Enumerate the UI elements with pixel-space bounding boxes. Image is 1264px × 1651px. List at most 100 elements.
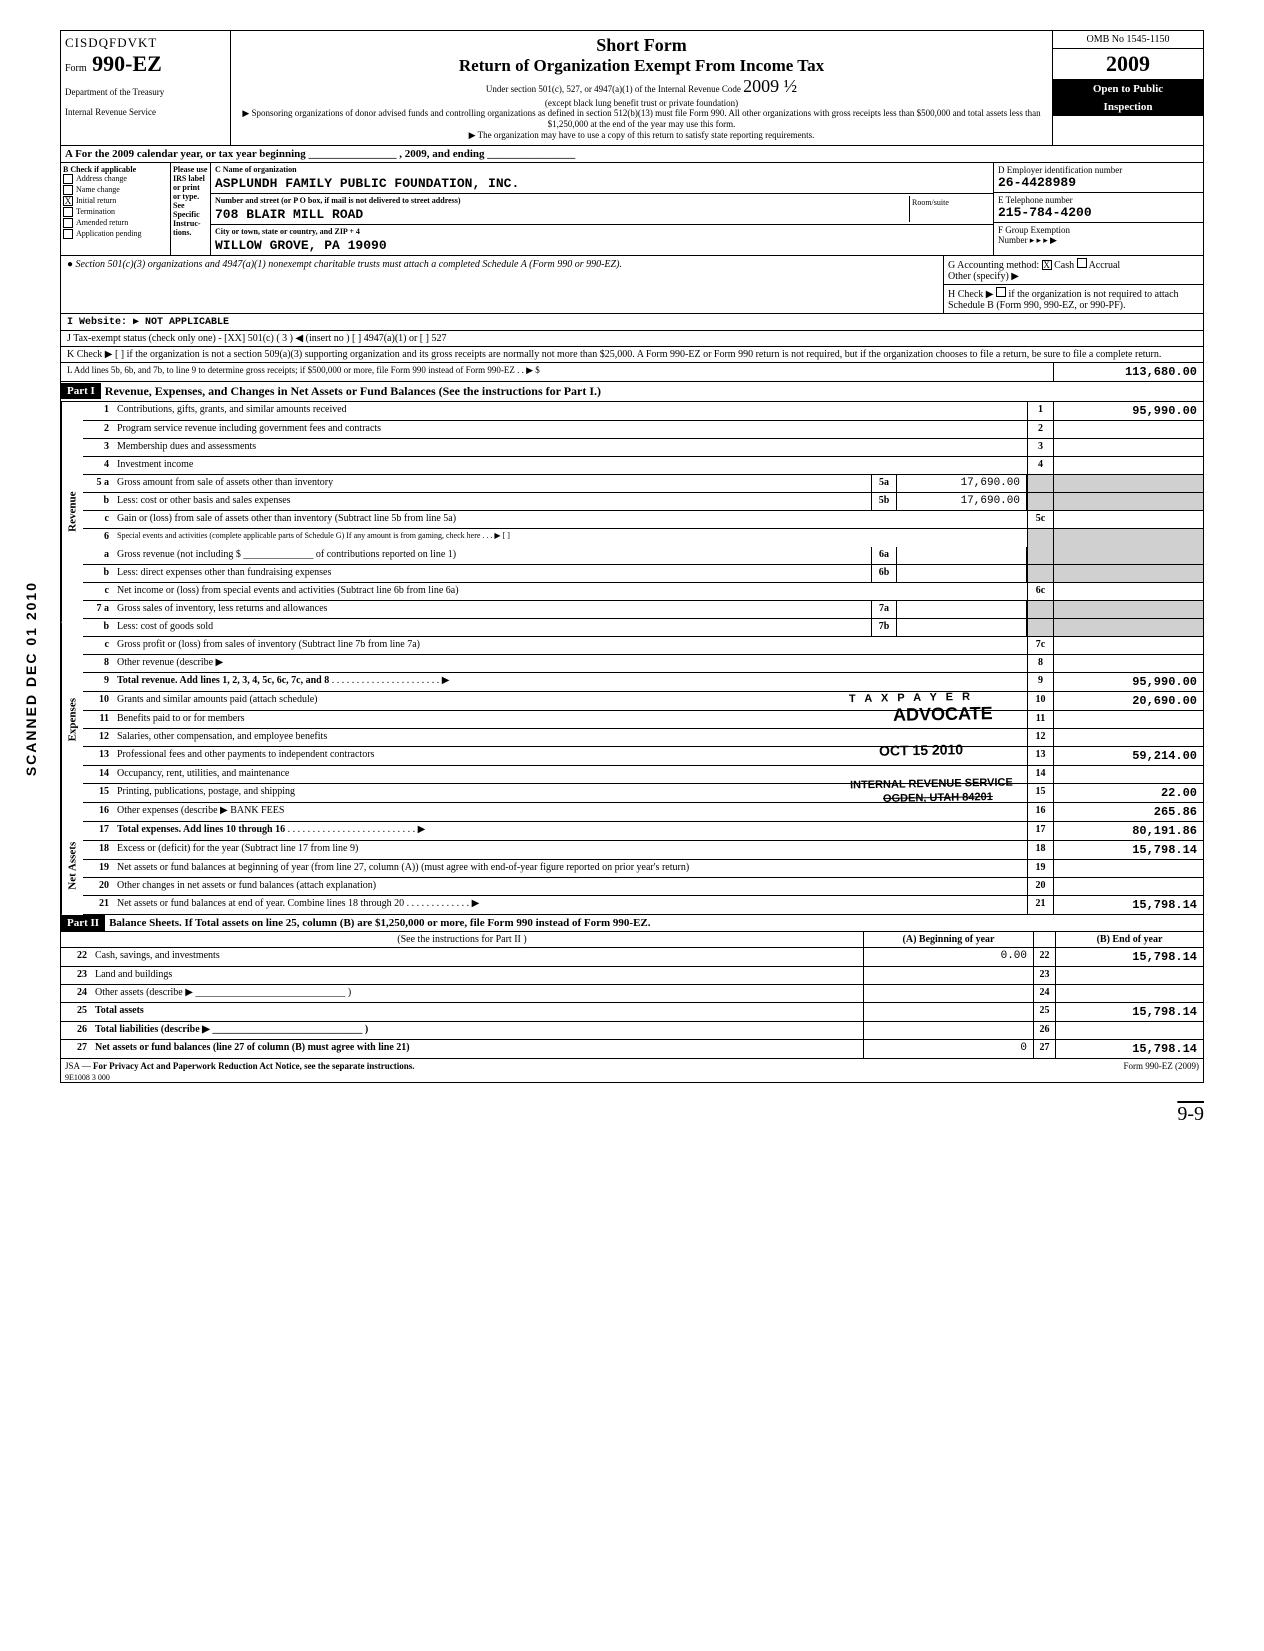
line-10: 10Grants and similar amounts paid (attac… (83, 692, 1203, 711)
vlabel-expenses: Expenses (61, 622, 83, 817)
col-de: D Employer identification number 26-4428… (993, 163, 1203, 255)
l21-desc: Net assets or fund balances at end of ye… (117, 898, 404, 909)
l8-amt (1053, 655, 1203, 672)
l9-amt: 95,990.00 (1053, 673, 1203, 691)
col-b-checkboxes: B Check if applicable Address change Nam… (61, 163, 171, 255)
col-please: Please use IRS label or print or type. S… (171, 163, 211, 255)
b25-a (863, 1003, 1033, 1021)
l15-desc: Printing, publications, postage, and shi… (113, 784, 1027, 802)
l2-amt (1053, 421, 1203, 438)
l9-desc: Total revenue. Add lines 1, 2, 3, 4, 5c,… (117, 675, 329, 686)
line-19: 19Net assets or fund balances at beginni… (83, 860, 1203, 878)
b24-a (863, 985, 1033, 1002)
line-5a: 5 aGross amount from sale of assets othe… (83, 475, 1203, 493)
header-sub3: ▶ Sponsoring organizations of donor advi… (237, 108, 1046, 130)
d-label: D Employer identification number (998, 165, 1199, 175)
l6c-amt (1053, 583, 1203, 600)
d-value: 26-4428989 (998, 175, 1199, 190)
l6c-desc: Net income or (loss) from special events… (113, 583, 1027, 600)
section-bcde: B Check if applicable Address change Nam… (61, 163, 1203, 256)
part1-header: Part I Revenue, Expenses, and Changes in… (61, 382, 1203, 402)
l19-desc: Net assets or fund balances at beginning… (113, 860, 1027, 877)
h-check: H Check ▶ if the organization is not req… (944, 285, 1203, 313)
d-ein: D Employer identification number 26-4428… (994, 163, 1203, 193)
line-2: 2Program service revenue including gover… (83, 421, 1203, 439)
line-l: L Add lines 5b, 6b, and 7b, to line 9 to… (61, 363, 1203, 382)
g-label: G Accounting method: (948, 260, 1039, 271)
line-k: K Check ▶ [ ] if the organization is not… (61, 347, 1203, 363)
l6a-sub (897, 547, 1027, 564)
line-5c: cGain or (loss) from sale of assets othe… (83, 511, 1203, 529)
open-public-1: Open to Public (1053, 80, 1203, 98)
b23-desc: Land and buildings (91, 967, 863, 984)
e-label: E Telephone number (998, 195, 1199, 205)
part2-label: Part II (61, 915, 105, 931)
chk-amended[interactable]: Amended return (63, 218, 168, 228)
part1-body: 1Contributions, gifts, grants, and simil… (83, 402, 1203, 915)
l5b-sub: 17,690.00 (897, 493, 1027, 510)
line-18: 18Excess or (deficit) for the year (Subt… (83, 841, 1203, 860)
chk-label-2: Initial return (76, 196, 116, 206)
form-990ez: SCANNED DEC 01 2010 CISDQFDVKT Form 990-… (60, 30, 1204, 1083)
line-j: J Tax-exempt status (check only one) - [… (61, 331, 1203, 347)
vlabel-netassets: Net Assets (61, 817, 83, 915)
line-1: 1Contributions, gifts, grants, and simil… (83, 402, 1203, 421)
chk-label-4: Amended return (76, 218, 128, 228)
room-suite: Room/suite (909, 196, 989, 222)
chk-termination[interactable]: Termination (63, 207, 168, 217)
line-l-amount: 113,680.00 (1053, 363, 1203, 381)
b22-desc: Cash, savings, and investments (91, 948, 863, 966)
l3-desc: Membership dues and assessments (113, 439, 1027, 456)
line-8: 8Other revenue (describe ▶ 8 (83, 655, 1203, 673)
chk-label-0: Address change (76, 174, 127, 184)
vlabel-revenue: Revenue (61, 402, 83, 622)
l1-amt: 95,990.00 (1053, 402, 1203, 420)
line-9: 9Total revenue. Add lines 1, 2, 3, 4, 5c… (83, 673, 1203, 692)
line-3: 3Membership dues and assessments 3 (83, 439, 1203, 457)
l5a-sub: 17,690.00 (897, 475, 1027, 492)
l5b-desc: Less: cost or other basis and sales expe… (113, 493, 871, 510)
line-13: 13Professional fees and other payments t… (83, 747, 1203, 766)
l12-desc: Salaries, other compensation, and employ… (113, 729, 1027, 746)
line-i: I Website: ▶ NOT APPLICABLE (61, 314, 1203, 331)
l12-amt (1053, 729, 1203, 746)
e-value: 215-784-4200 (998, 205, 1199, 220)
chk-name[interactable]: Name change (63, 185, 168, 195)
l7a-desc: Gross sales of inventory, less returns a… (113, 601, 871, 618)
e-phone: E Telephone number 215-784-4200 (994, 193, 1203, 223)
b23-a (863, 967, 1033, 984)
col-b-header: (B) End of year (1055, 932, 1203, 947)
dept-irs: Internal Revenue Service (65, 107, 226, 117)
chk-initial[interactable]: XInitial return (63, 196, 168, 206)
bline-26: 26Total liabilities (describe ▶ ________… (61, 1022, 1203, 1040)
chk-address[interactable]: Address change (63, 174, 168, 184)
l20-amt (1053, 878, 1203, 895)
balance-header: (See the instructions for Part II ) (A) … (61, 932, 1203, 948)
line-5b: bLess: cost or other basis and sales exp… (83, 493, 1203, 511)
line-6b: bLess: direct expenses other than fundra… (83, 565, 1203, 583)
footer: JSA — For Privacy Act and Paperwork Redu… (61, 1059, 1203, 1073)
l4-amt (1053, 457, 1203, 474)
header-code: CISDQFDVKT (65, 35, 226, 51)
l20-desc: Other changes in net assets or fund bala… (113, 878, 1027, 895)
bline-24: 24Other assets (describe ▶ _____________… (61, 985, 1203, 1003)
org-address: 708 BLAIR MILL ROAD (215, 207, 909, 222)
chk-label-3: Termination (76, 207, 115, 217)
l6a-desc: Gross revenue (not including $ _________… (113, 547, 871, 564)
footer-left: For Privacy Act and Paperwork Reduction … (93, 1061, 415, 1071)
l21-amt: 15,798.14 (1053, 896, 1203, 914)
chk-accrual[interactable] (1077, 258, 1087, 268)
l5a-desc: Gross amount from sale of assets other t… (113, 475, 871, 492)
l7b-sub (897, 619, 1027, 636)
header-left: CISDQFDVKT Form 990-EZ Department of the… (61, 31, 231, 145)
chk-pending[interactable]: Application pending (63, 229, 168, 239)
b25-b: 15,798.14 (1055, 1003, 1203, 1021)
chk-h[interactable] (996, 287, 1006, 297)
chk-cash[interactable]: X (1042, 260, 1052, 270)
c-addr-label: Number and street (or P O box, if mail i… (215, 196, 909, 205)
l7a-sub (897, 601, 1027, 618)
line-15: 15Printing, publications, postage, and s… (83, 784, 1203, 803)
header-sub1: Under section 501(c), 527, or 4947(a)(1)… (237, 76, 1046, 98)
line-12: 12Salaries, other compensation, and empl… (83, 729, 1203, 747)
l6b-sub (897, 565, 1027, 582)
